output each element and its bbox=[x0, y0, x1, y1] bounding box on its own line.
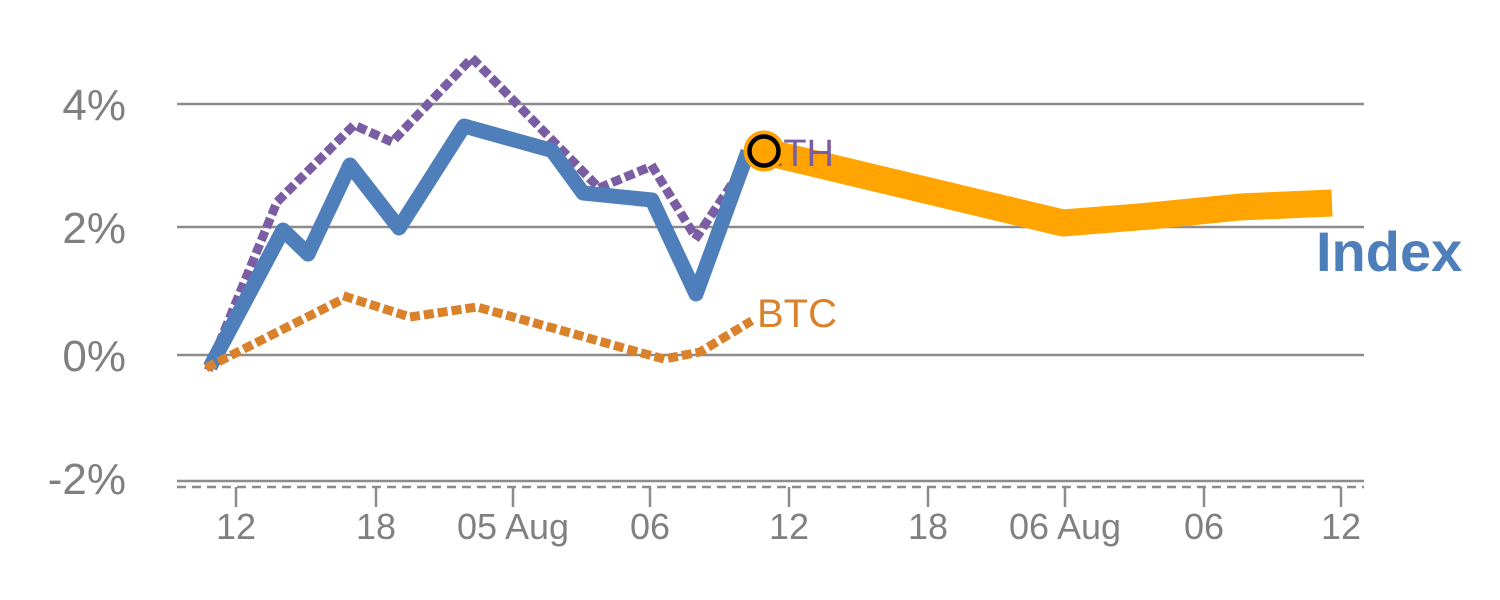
svg-text:12: 12 bbox=[216, 506, 256, 547]
svg-text:18: 18 bbox=[356, 506, 396, 547]
svg-text:2%: 2% bbox=[62, 204, 126, 253]
svg-text:4%: 4% bbox=[62, 81, 126, 130]
svg-text:05 Aug: 05 Aug bbox=[457, 506, 569, 547]
svg-text:-2%: -2% bbox=[48, 455, 126, 504]
svg-text:18: 18 bbox=[908, 506, 948, 547]
svg-text:12: 12 bbox=[769, 506, 809, 547]
svg-text:BTC: BTC bbox=[757, 292, 837, 336]
svg-text:12: 12 bbox=[1321, 506, 1361, 547]
svg-text:06: 06 bbox=[1184, 506, 1224, 547]
svg-text:06: 06 bbox=[630, 506, 670, 547]
svg-text:0%: 0% bbox=[62, 332, 126, 381]
svg-text:Index: Index bbox=[1316, 220, 1462, 283]
svg-text:06 Aug: 06 Aug bbox=[1009, 506, 1121, 547]
